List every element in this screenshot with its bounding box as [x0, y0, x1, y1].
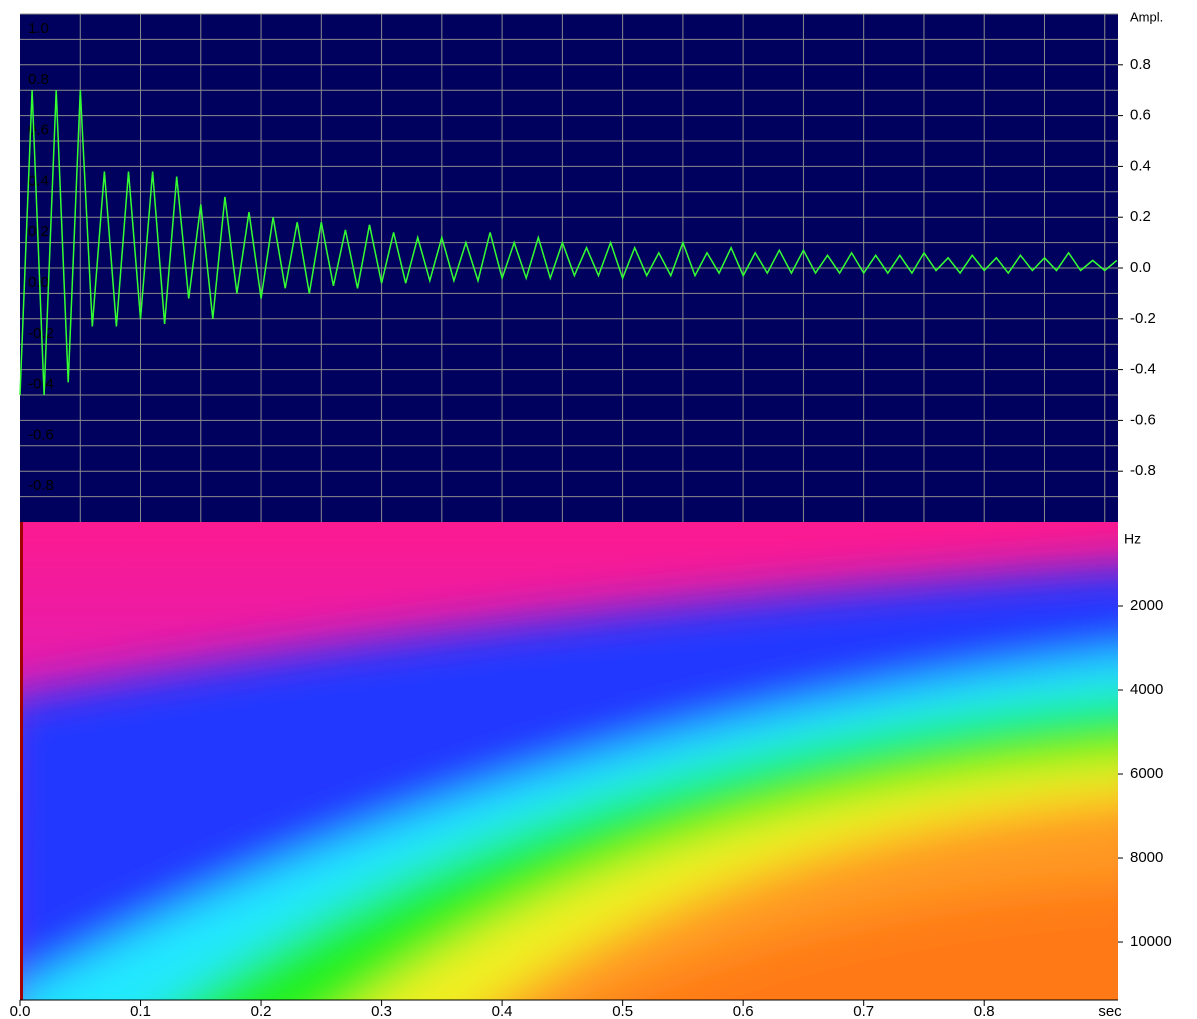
inner-tick-label: -0.6	[28, 426, 54, 443]
x-tick-label: 0.3	[371, 1003, 392, 1019]
inner-tick-label: -0.8	[28, 477, 54, 494]
y-tick-label: 4000	[1130, 681, 1163, 698]
x-tick-label: 0.6	[733, 1003, 754, 1019]
spectrogram-image	[0, 500, 1197, 1019]
y-tick-label: 6000	[1130, 765, 1163, 782]
inner-tick-label: 1.0	[28, 20, 49, 37]
x-tick-label: 0.5	[612, 1003, 633, 1019]
x-axis-label: sec	[1098, 1003, 1122, 1019]
y-axis-label: Hz	[1124, 531, 1141, 547]
x-tick-label: 0.1	[130, 1003, 151, 1019]
x-tick-label: 0.4	[492, 1003, 513, 1019]
y-tick-label: -0.6	[1130, 411, 1156, 428]
y-tick-label: 0.2	[1130, 208, 1151, 225]
x-tick-label: 0.8	[974, 1003, 995, 1019]
inner-tick-label: 0.0	[28, 274, 49, 291]
y-tick-label: 0.6	[1130, 107, 1151, 124]
y-tick-label: -0.8	[1130, 462, 1156, 479]
y-tick-label: 8000	[1130, 849, 1163, 866]
y-tick-label: 2000	[1130, 597, 1163, 614]
inner-tick-label: -0.4	[28, 376, 54, 393]
y-axis-label: Ampl.	[1130, 9, 1163, 24]
chart: 1.0 0.8 0.6 0.4 0.2 0.0 -0.2 -0.4 -0.6 -0.8 0.8 0.6…	[0, 0, 1197, 1019]
y-tick-label: -0.4	[1130, 361, 1156, 378]
y-tick-label: -0.2	[1130, 310, 1156, 327]
inner-tick-label: 0.4	[28, 172, 49, 189]
inner-tick-label: 0.8	[28, 71, 49, 88]
x-tick-label: 0.0	[10, 1003, 31, 1019]
y-tick-label: 10000	[1130, 933, 1172, 950]
page: 1.0 0.8 0.6 0.4 0.2 0.0 -0.2 -0.4 -0.6 -0.8 0.8 0.6…	[0, 0, 1197, 1019]
y-tick-label: 0.0	[1130, 259, 1151, 276]
y-tick-label: 0.8	[1130, 56, 1151, 73]
x-tick-label: 0.2	[251, 1003, 272, 1019]
y-tick-label: 0.4	[1130, 157, 1151, 174]
x-tick-label: 0.7	[853, 1003, 874, 1019]
